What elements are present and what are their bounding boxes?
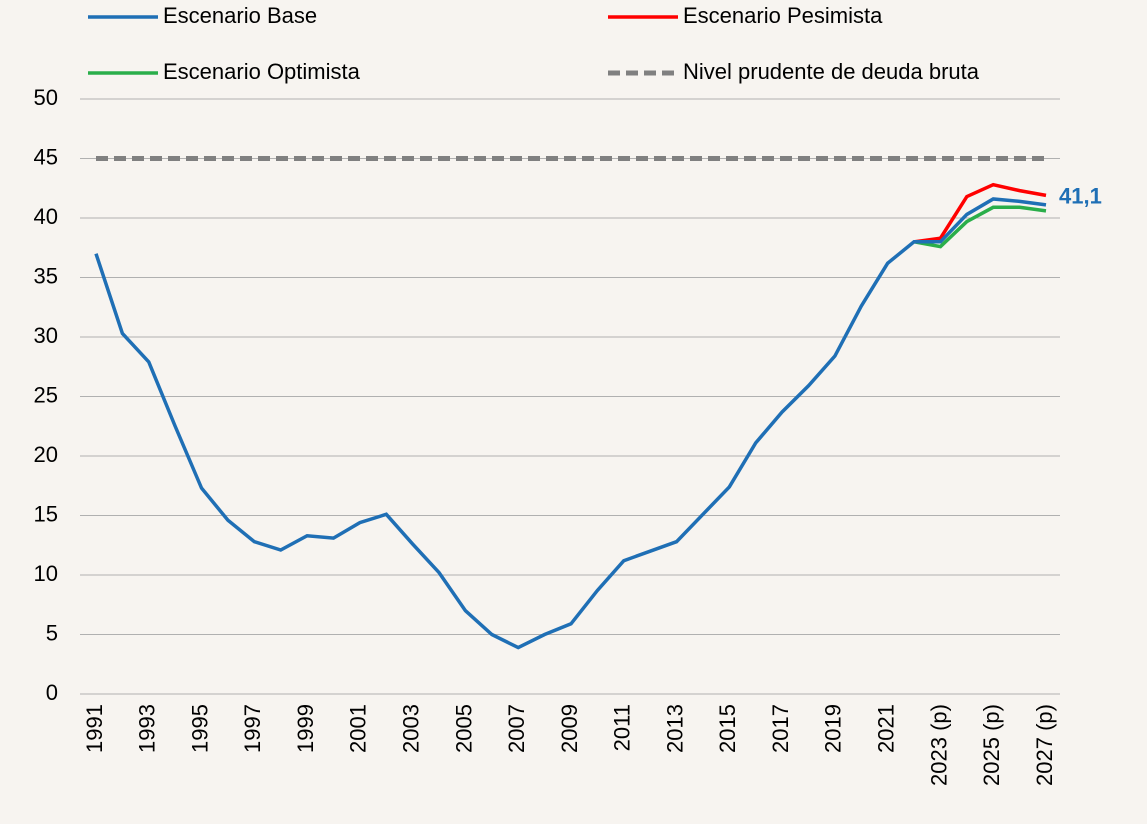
x-tick-label: 1991: [82, 704, 107, 753]
legend-label: Escenario Optimista: [163, 59, 361, 84]
y-tick-label: 30: [34, 323, 58, 348]
x-tick-label: 1997: [240, 704, 265, 753]
x-tick-label: 2021: [873, 704, 898, 753]
y-tick-label: 25: [34, 382, 58, 407]
x-tick-label: 2017: [768, 704, 793, 753]
y-tick-label: 35: [34, 263, 58, 288]
x-tick-label: 2027 (p): [1032, 704, 1057, 786]
x-tick-label: 2023 (p): [926, 704, 951, 786]
x-tick-label: 1995: [187, 704, 212, 753]
legend-label: Escenario Base: [163, 3, 317, 28]
y-tick-label: 45: [34, 144, 58, 169]
data-label: 41,1: [1059, 184, 1102, 209]
series-line: [913, 205, 1047, 249]
x-tick-label: 2005: [451, 704, 476, 753]
x-tick-label: 2025 (p): [979, 704, 1004, 786]
y-tick-label: 0: [46, 680, 58, 705]
y-tick-label: 40: [34, 204, 58, 229]
x-tick-label: 2013: [662, 704, 687, 753]
y-tick-label: 15: [34, 501, 58, 526]
y-tick-label: 50: [34, 85, 58, 110]
series-line: [913, 182, 1047, 244]
legend-label: Escenario Pesimista: [683, 3, 883, 28]
x-tick-label: 2007: [504, 704, 529, 753]
x-tick-label: 2011: [610, 704, 635, 751]
y-tick-label: 20: [34, 442, 58, 467]
y-tick-label: 5: [46, 620, 58, 645]
legend-label: Nivel prudente de deuda bruta: [683, 59, 980, 84]
x-tick-label: 1999: [293, 704, 318, 753]
x-tick-label: 2003: [398, 704, 423, 753]
x-tick-label: 1993: [135, 704, 160, 753]
x-tick-label: 2009: [557, 704, 582, 753]
series-line: [94, 197, 1047, 650]
y-tick-label: 10: [34, 561, 58, 586]
x-tick-label: 2019: [821, 704, 846, 753]
x-tick-label: 2001: [346, 704, 371, 753]
x-tick-label: 2015: [715, 704, 740, 753]
